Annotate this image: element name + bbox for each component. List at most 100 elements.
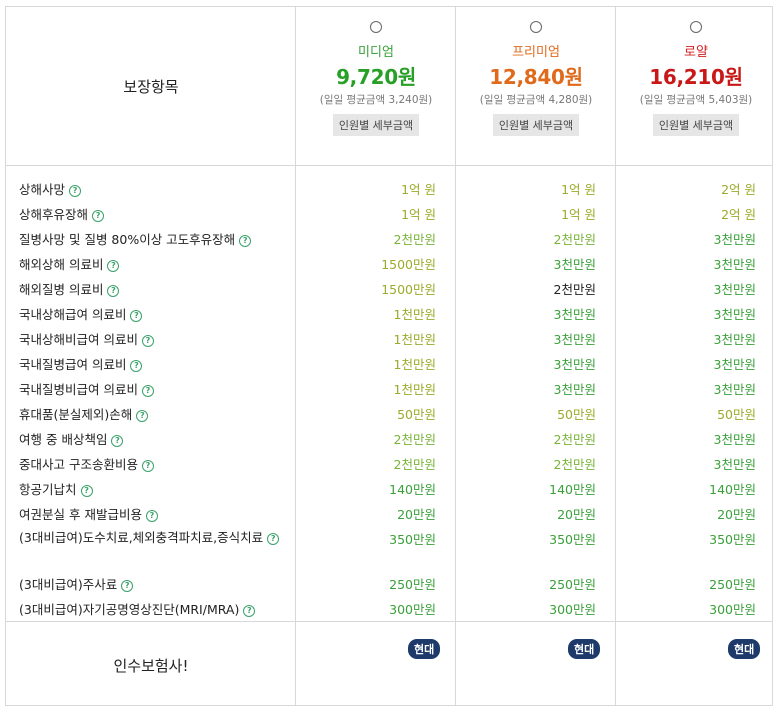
coverage-item-text: 여권분실 후 재발급비용 (19, 507, 142, 522)
plan-detail-button[interactable]: 인원별 세부금액 (492, 114, 580, 136)
insurer-badge: 현대 (568, 639, 601, 659)
coverage-item-text: 국내질병급여 의료비 (19, 357, 127, 372)
coverage-value: 250만원 (709, 577, 756, 592)
insurer-badge: 현대 (408, 639, 441, 659)
insurer-label: 인수보험사! (113, 656, 189, 675)
column-divider (295, 7, 296, 705)
coverage-value: 1천만원 (393, 307, 436, 322)
plan-price: 16,210원 (649, 65, 743, 89)
coverage-value: 1억 원 (401, 182, 436, 197)
coverage-value: 350만원 (709, 532, 756, 547)
coverage-value: 2천만원 (393, 457, 436, 472)
coverage-value: 1천만원 (393, 332, 436, 347)
help-icon[interactable]: ? (107, 284, 120, 297)
coverage-value: 2천만원 (553, 432, 596, 447)
coverage-value: 300만원 (389, 602, 436, 617)
coverage-value: 3천만원 (553, 257, 596, 272)
plan-medium-radio[interactable] (370, 21, 382, 33)
plan-name: 미디엄 (358, 45, 394, 60)
coverage-value: 1억 원 (561, 182, 596, 197)
coverage-item-text: (3대비급여)도수치료,체외충격파치료,증식치료 (19, 530, 264, 545)
coverage-value: 3천만원 (553, 357, 596, 372)
coverage-row: 상해후유장해? 1억 원 1억 원 2억 원 (6, 200, 772, 225)
help-icon[interactable]: ? (243, 604, 256, 617)
coverage-item-text: 상해후유장해 (19, 207, 89, 222)
coverage-value: 2억 원 (721, 182, 756, 197)
help-icon[interactable]: ? (141, 384, 154, 397)
coverage-item-label: 국내질병급여 의료비? (19, 354, 143, 373)
coverage-value: 2억 원 (721, 207, 756, 222)
plan-royal-radio[interactable] (690, 21, 702, 33)
plan-daily-average: (일일 평균금액 3,240원) (319, 94, 433, 106)
plan-detail-button[interactable]: 인원별 세부금액 (332, 114, 420, 136)
coverage-row: (3대비급여)주사료? 250만원 250만원 250만원 (6, 570, 772, 595)
plan-daily-average: (일일 평균금액 4,280원) (479, 94, 593, 106)
help-icon[interactable]: ? (69, 184, 82, 197)
plan-premium-radio[interactable] (530, 21, 542, 33)
coverage-value: 3천만원 (713, 232, 756, 247)
coverage-value: 250만원 (389, 577, 436, 592)
plan-medium: 미디엄 9,720원 (일일 평균금액 3,240원) 인원별 세부금액 (296, 7, 456, 165)
coverage-value: 3천만원 (713, 257, 756, 272)
coverage-value: 300만원 (709, 602, 756, 617)
coverage-item-text: (3대비급여)자기공명영상진단(MRI/MRA) (19, 602, 240, 617)
coverage-item-label: 해외질병 의료비? (19, 279, 120, 298)
help-icon[interactable]: ? (130, 359, 143, 372)
coverage-item-text: 항공기납치 (19, 482, 77, 497)
coverage-item-label: (3대비급여)도수치료,체외충격파치료,증식치료? (19, 528, 289, 547)
help-icon[interactable]: ? (267, 532, 280, 545)
coverage-row: 해외질병 의료비? 1500만원 2천만원 3천만원 (6, 275, 772, 300)
coverage-row: 항공기납치? 140만원 140만원 140만원 (6, 475, 772, 500)
help-icon[interactable]: ? (239, 234, 252, 247)
help-icon[interactable]: ? (130, 309, 143, 322)
plan-detail-button[interactable]: 인원별 세부금액 (652, 114, 740, 136)
help-icon[interactable]: ? (121, 579, 134, 592)
coverage-row: 질병사망 및 질병 80%이상 고도후유장해? 2천만원 2천만원 3천만원 (6, 225, 772, 250)
coverage-value: 3천만원 (713, 457, 756, 472)
coverage-value: 2천만원 (553, 457, 596, 472)
coverage-item-text: 여행 중 배상책임 (19, 432, 108, 447)
help-icon[interactable]: ? (145, 509, 158, 522)
plan-premium: 프리미엄 12,840원 (일일 평균금액 4,280원) 인원별 세부금액 (456, 7, 616, 165)
coverage-row: 국내상해비급여 의료비? 1천만원 3천만원 3천만원 (6, 325, 772, 350)
help-icon[interactable]: ? (136, 409, 149, 422)
coverage-value: 3천만원 (713, 332, 756, 347)
coverage-value: 3천만원 (713, 307, 756, 322)
coverage-item-text: 국내상해급여 의료비 (19, 307, 127, 322)
coverage-value: 350만원 (389, 532, 436, 547)
coverage-item-text: 질병사망 및 질병 80%이상 고도후유장해 (19, 232, 236, 247)
coverage-row: 중대사고 구조송환비용? 2천만원 2천만원 3천만원 (6, 450, 772, 475)
plan-name: 프리미엄 (512, 45, 560, 60)
coverage-item-label: (3대비급여)자기공명영상진단(MRI/MRA)? (19, 599, 256, 618)
coverage-row: 여행 중 배상책임? 2천만원 2천만원 3천만원 (6, 425, 772, 450)
column-divider (455, 7, 456, 705)
coverage-value: 1천만원 (393, 382, 436, 397)
coverage-comparison-table: 보장항목 미디엄 9,720원 (일일 평균금액 3,240원) 인원별 세부금… (5, 6, 773, 706)
coverage-item-label: 국내상해비급여 의료비? (19, 329, 154, 348)
coverage-item-text: 해외상해 의료비 (19, 257, 104, 272)
coverage-value: 3천만원 (553, 307, 596, 322)
coverage-row: 상해사망? 1억 원 1억 원 2억 원 (6, 175, 772, 200)
coverage-row: (3대비급여)도수치료,체외충격파치료,증식치료? 350만원 350만원 350만원 (6, 525, 772, 570)
help-icon[interactable]: ? (111, 434, 124, 447)
coverage-row: 휴대품(분실제외)손해? 50만원 50만원 50만원 (6, 400, 772, 425)
coverage-value: 20만원 (397, 507, 436, 522)
help-icon[interactable]: ? (141, 459, 154, 472)
coverage-item-text: 국내질병비급여 의료비 (19, 382, 138, 397)
help-icon[interactable]: ? (107, 259, 120, 272)
coverage-value: 50만원 (717, 407, 756, 422)
coverage-value: 140만원 (389, 482, 436, 497)
help-icon[interactable]: ? (80, 484, 93, 497)
plan-price: 9,720원 (336, 65, 416, 89)
coverage-value: 1천만원 (393, 357, 436, 372)
coverage-item-label: 여권분실 후 재발급비용? (19, 504, 158, 523)
coverage-item-label: 국내질병비급여 의료비? (19, 379, 154, 398)
coverage-value: 350만원 (549, 532, 596, 547)
coverage-item-label: 국내상해급여 의료비? (19, 304, 143, 323)
help-icon[interactable]: ? (92, 209, 105, 222)
coverage-value: 1억 원 (561, 207, 596, 222)
coverage-value: 3천만원 (713, 357, 756, 372)
help-icon[interactable]: ? (141, 334, 154, 347)
coverage-value: 1억 원 (401, 207, 436, 222)
coverage-value: 3천만원 (553, 332, 596, 347)
